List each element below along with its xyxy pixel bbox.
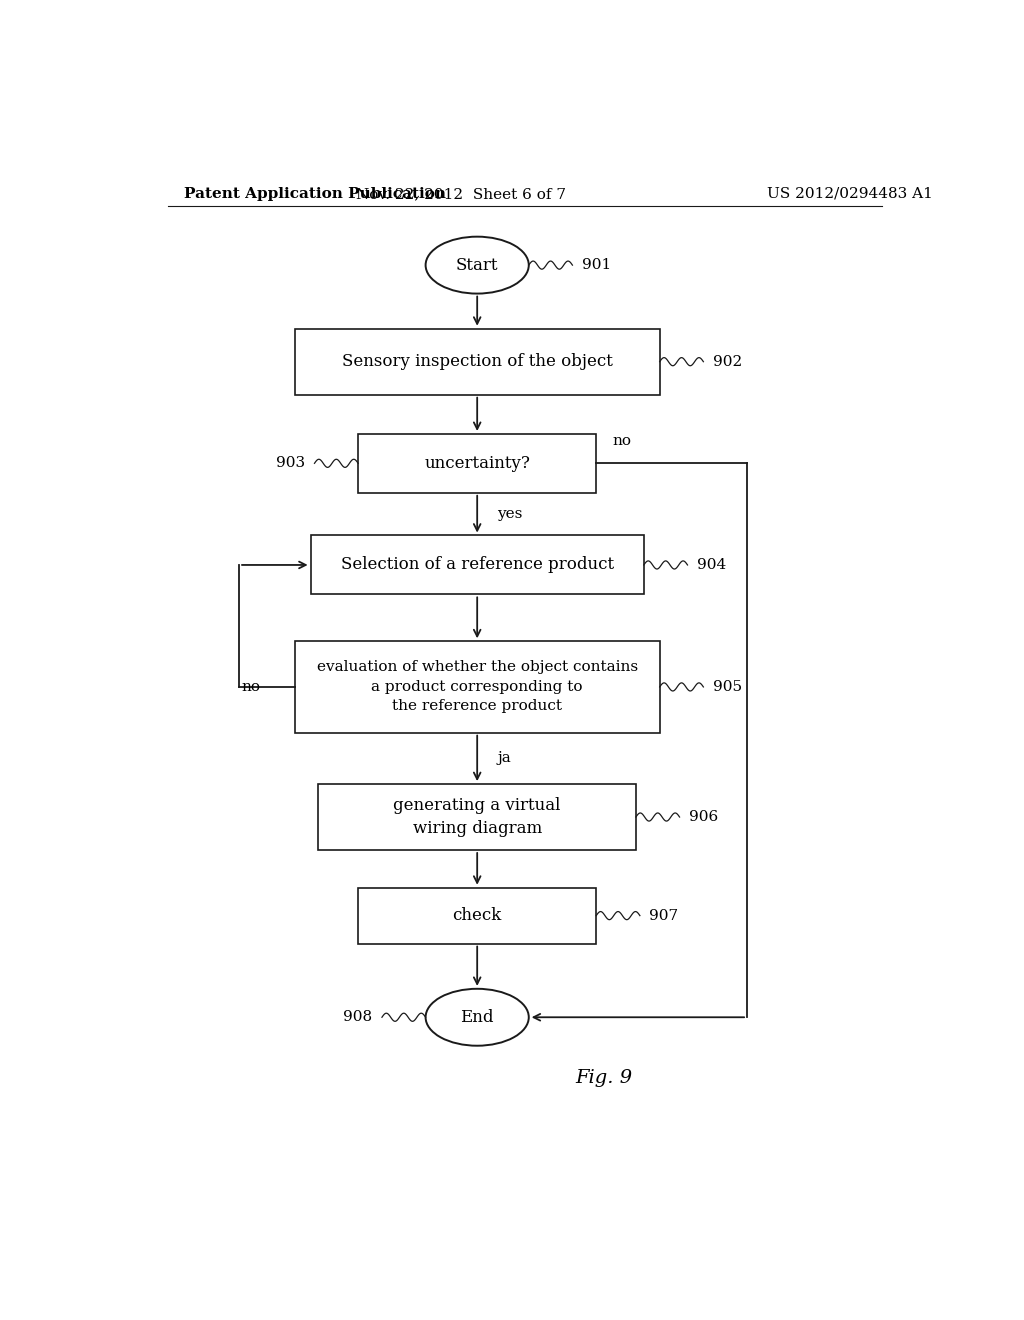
Text: Nov. 22, 2012  Sheet 6 of 7: Nov. 22, 2012 Sheet 6 of 7 <box>356 187 566 201</box>
Text: US 2012/0294483 A1: US 2012/0294483 A1 <box>767 187 933 201</box>
Bar <box>358 887 596 944</box>
Text: ja: ja <box>497 751 511 766</box>
Text: Start: Start <box>456 256 499 273</box>
Text: check: check <box>453 907 502 924</box>
Text: 904: 904 <box>697 558 726 572</box>
Text: 901: 901 <box>582 259 611 272</box>
Text: yes: yes <box>497 507 522 521</box>
Bar <box>310 536 644 594</box>
Text: 907: 907 <box>649 908 679 923</box>
Text: 906: 906 <box>689 810 718 824</box>
Bar <box>318 784 636 850</box>
Text: Sensory inspection of the object: Sensory inspection of the object <box>342 354 612 370</box>
Text: 903: 903 <box>275 457 305 470</box>
Text: generating a virtual
wiring diagram: generating a virtual wiring diagram <box>393 797 561 837</box>
Text: 905: 905 <box>713 680 742 694</box>
Text: 902: 902 <box>713 355 742 368</box>
Text: no: no <box>612 434 631 447</box>
Bar <box>295 642 659 733</box>
Text: evaluation of whether the object contains
a product corresponding to
the referen: evaluation of whether the object contain… <box>316 660 638 713</box>
Bar <box>358 434 596 492</box>
Text: Selection of a reference product: Selection of a reference product <box>341 557 613 573</box>
Text: 908: 908 <box>343 1010 373 1024</box>
Bar <box>295 329 659 395</box>
Text: Fig. 9: Fig. 9 <box>575 1069 633 1088</box>
Text: uncertainty?: uncertainty? <box>424 455 530 471</box>
Text: no: no <box>242 680 260 694</box>
Text: End: End <box>461 1008 494 1026</box>
Text: Patent Application Publication: Patent Application Publication <box>183 187 445 201</box>
